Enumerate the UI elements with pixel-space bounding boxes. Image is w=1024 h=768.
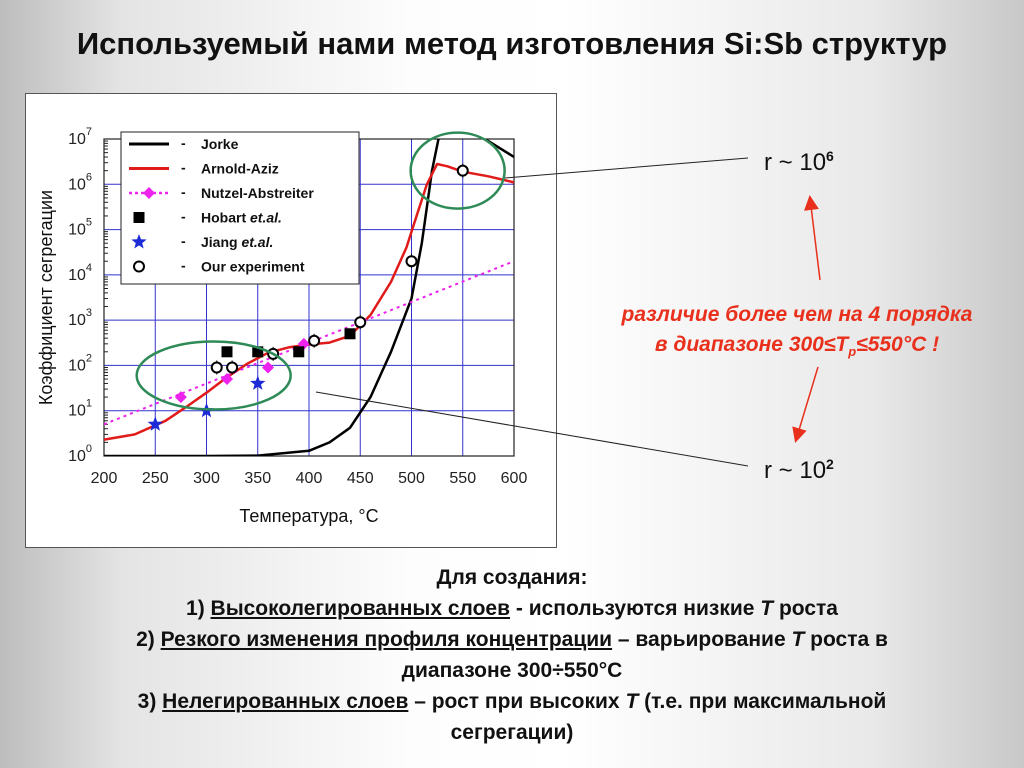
point-nutzel-abstreiter-points-2 xyxy=(262,361,274,374)
point-our-experiment-1 xyxy=(226,361,239,374)
point-jiang-et-al-2 xyxy=(250,375,266,390)
x-axis-label: Температура, °C xyxy=(239,506,378,526)
r-high-prefix: r ~ 10 xyxy=(764,149,827,176)
point-our-experiment-6 xyxy=(456,164,469,177)
point-our-experiment-3 xyxy=(308,334,321,347)
legend-label-4: Jiang et.al. xyxy=(201,234,273,250)
x-tick-label-250: 250 xyxy=(142,470,169,487)
note-line-1: различие более чем на 4 порядка xyxy=(621,303,973,326)
point-jiang-et-al-0 xyxy=(147,416,163,431)
y-tick-label-3: 103 xyxy=(68,307,92,329)
difference-note: различие более чем на 4 порядка в диапаз… xyxy=(572,300,1022,367)
item-2-number: 2) xyxy=(136,628,161,651)
x-tick-label-600: 600 xyxy=(501,470,528,487)
x-tick-label-550: 550 xyxy=(449,470,476,487)
legend-box xyxy=(120,131,360,285)
x-tick-label-450: 450 xyxy=(347,470,374,487)
creation-item-1: 1) Высоколегированных слоев - используют… xyxy=(0,593,1024,624)
item-2-text: – варьирование xyxy=(612,628,792,651)
series-jorke-line xyxy=(104,139,514,456)
item-1-italic: T xyxy=(760,597,774,620)
item-1-text: - используются низкие xyxy=(510,597,761,620)
series-arnold-aziz-line xyxy=(104,162,514,441)
legend-dash-0: - xyxy=(181,135,186,151)
legend-dash-4: - xyxy=(181,233,186,249)
point-nutzel-abstreiter-points-1 xyxy=(221,373,233,386)
item-1-tail: роста xyxy=(773,597,838,620)
legend-symbol-square xyxy=(133,212,145,223)
r-low-exp: 2 xyxy=(826,456,834,472)
creation-list: Для создания: 1) Высоколегированных слое… xyxy=(0,562,1024,748)
item-2-underlined: Резкого изменения профиля концентрации xyxy=(160,628,613,651)
legend-symbol-star xyxy=(131,234,147,249)
item-1-underlined: Высоколегированных слоев xyxy=(210,597,511,620)
y-tick-label-1: 101 xyxy=(68,398,92,420)
point-hobart-et-al-1 xyxy=(252,346,264,358)
y-tick-label-5: 105 xyxy=(68,217,92,239)
arrow-down xyxy=(792,366,819,443)
x-tick-label-300: 300 xyxy=(193,470,220,487)
r-low-prefix: r ~ 10 xyxy=(764,457,827,484)
item-3-underlined: Нелегированных слоев xyxy=(162,690,409,713)
x-tick-label-350: 350 xyxy=(244,470,271,487)
creation-heading: Для создания: xyxy=(436,566,588,589)
item-2-italic: T xyxy=(791,628,805,651)
y-tick-label-6: 106 xyxy=(68,171,92,193)
item-3-text: – рост при высоких xyxy=(408,690,626,713)
note-range-sub: p xyxy=(848,344,857,360)
creation-item-2-line-2: диапазоне 300÷550°С xyxy=(401,659,623,682)
r-low-label: r ~ 102 xyxy=(764,456,834,485)
r-high-label: r ~ 106 xyxy=(764,148,834,177)
y-tick-label-2: 102 xyxy=(68,352,92,374)
legend-label-5: Our experiment xyxy=(201,259,305,275)
legend-label-3: Hobart et.al. xyxy=(201,210,282,226)
note-range-end: ≤550°C ! xyxy=(856,333,940,356)
point-hobart-et-al-2 xyxy=(293,346,305,358)
point-hobart-et-al-0 xyxy=(221,346,233,358)
note-line-2: в диапазоне 300≤Tp≤550°C ! xyxy=(572,330,1022,367)
point-our-experiment-4 xyxy=(354,316,367,329)
point-hobart-et-al-3 xyxy=(344,328,356,340)
ellipse-high-temp xyxy=(409,131,506,210)
x-tick-label-400: 400 xyxy=(296,470,323,487)
chart-canvas: 200 250 300 350 400 450 500 550 600 100 101 102 103 1… xyxy=(36,126,528,526)
legend-label-0: Jorke xyxy=(201,136,239,152)
r-high-exp: 6 xyxy=(826,148,834,164)
creation-item-2: 2) Резкого изменения профиля концентраци… xyxy=(0,624,1024,655)
legend-dash-2: - xyxy=(181,184,186,200)
legend-label-1: Arnold-Aziz xyxy=(201,161,279,177)
y-tick-label-0: 100 xyxy=(68,443,92,465)
item-2-tail: роста в xyxy=(804,628,888,651)
legend-dash-5: - xyxy=(181,258,186,274)
item-3-italic: T xyxy=(625,690,639,713)
x-tick-label-200: 200 xyxy=(91,470,118,487)
y-tick-label-7: 107 xyxy=(68,126,92,148)
arrow-up xyxy=(804,195,821,281)
y-tick-label-4: 104 xyxy=(68,262,92,284)
legend-label-2: Nutzel-Abstreiter xyxy=(201,185,314,201)
legend-dash-1: - xyxy=(181,160,186,176)
slide-title: Используемый нами метод изготовления Si:… xyxy=(76,26,948,61)
note-range-start: в диапазоне 300≤T xyxy=(654,333,849,356)
ellipse-low-temp xyxy=(135,340,292,411)
item-3-tail: (т.е. при максимальной xyxy=(638,690,887,713)
segregation-chart: 200 250 300 350 400 450 500 550 600 100 101 102 103 1… xyxy=(25,93,557,548)
point-our-experiment-0 xyxy=(210,361,223,374)
point-nutzel-abstreiter-points-0 xyxy=(174,391,187,404)
legend-symbol-circle xyxy=(133,260,145,273)
point-our-experiment-5 xyxy=(405,255,418,268)
creation-item-3: 3) Нелегированных слоев – рост при высок… xyxy=(0,686,1024,717)
legend-symbol-diamond xyxy=(143,187,155,199)
legend-dash-3: - xyxy=(181,209,186,225)
item-3-number: 3) xyxy=(137,690,163,713)
creation-item-3-line-2: сегрегации) xyxy=(450,721,574,744)
item-1-number: 1) xyxy=(186,597,211,620)
y-axis-label: Коэффициент сегрегации xyxy=(36,190,56,405)
x-tick-label-500: 500 xyxy=(398,470,425,487)
